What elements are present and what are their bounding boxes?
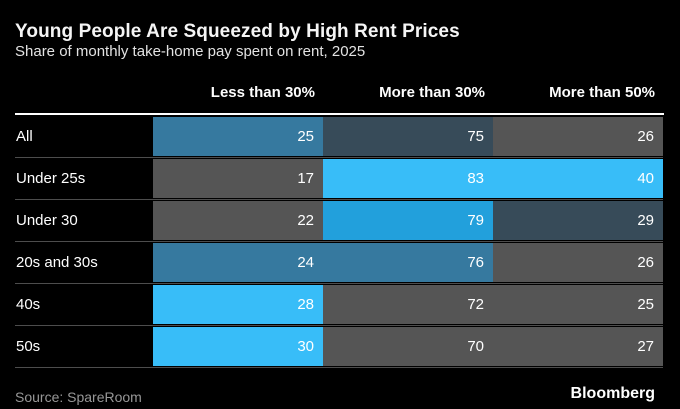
table-row: 20s and 30s 24 76 26 — [0, 243, 663, 284]
value-cell: 79 — [323, 201, 493, 240]
value-cell: 17 — [153, 159, 323, 198]
table-row: Under 30 22 79 29 — [0, 201, 663, 242]
table-row: Under 25s 17 83 40 — [0, 159, 663, 200]
row-label: Under 30 — [16, 212, 78, 229]
rent-heatmap-table: All 25 75 26 Under 25s 17 83 40 Under 30… — [0, 117, 663, 369]
column-header-more-than-50: More than 50% — [549, 84, 655, 101]
table-row: 40s 28 72 25 — [0, 285, 663, 326]
row-label: 20s and 30s — [16, 254, 98, 271]
value-cell: 76 — [323, 243, 493, 282]
value-cell: 28 — [153, 285, 323, 324]
value-cell: 25 — [153, 117, 323, 156]
row-label: 50s — [16, 338, 41, 355]
value-cell: 75 — [323, 117, 493, 156]
row-label: Under 25s — [16, 170, 86, 187]
value-cell: 30 — [153, 327, 323, 366]
column-header-more-than-30: More than 30% — [379, 84, 485, 101]
value-cell: 29 — [493, 201, 663, 240]
row-label: All — [16, 128, 33, 145]
value-cell: 22 — [153, 201, 323, 240]
header-divider — [15, 113, 664, 115]
value-cell: 40 — [493, 159, 663, 198]
value-cell: 70 — [323, 327, 493, 366]
value-cell: 26 — [493, 243, 663, 282]
column-headers: Less than 30% More than 30% More than 50… — [153, 85, 663, 101]
page-title: Young People Are Squeezed by High Rent P… — [15, 21, 460, 42]
value-cell: 72 — [323, 285, 493, 324]
row-label: 40s — [16, 296, 41, 313]
value-cell: 24 — [153, 243, 323, 282]
table-row: All 25 75 26 — [0, 117, 663, 158]
bloomberg-logo: Bloomberg — [570, 385, 655, 402]
source-label: Source: SpareRoom — [15, 389, 142, 405]
value-cell: 83 — [323, 159, 493, 198]
table-row: 50s 30 70 27 — [0, 327, 663, 368]
column-header-less-than-30: Less than 30% — [210, 84, 315, 101]
value-cell: 26 — [493, 117, 663, 156]
page-subtitle: Share of monthly take-home pay spent on … — [15, 43, 366, 60]
value-cell: 27 — [493, 327, 663, 366]
value-cell: 25 — [493, 285, 663, 324]
